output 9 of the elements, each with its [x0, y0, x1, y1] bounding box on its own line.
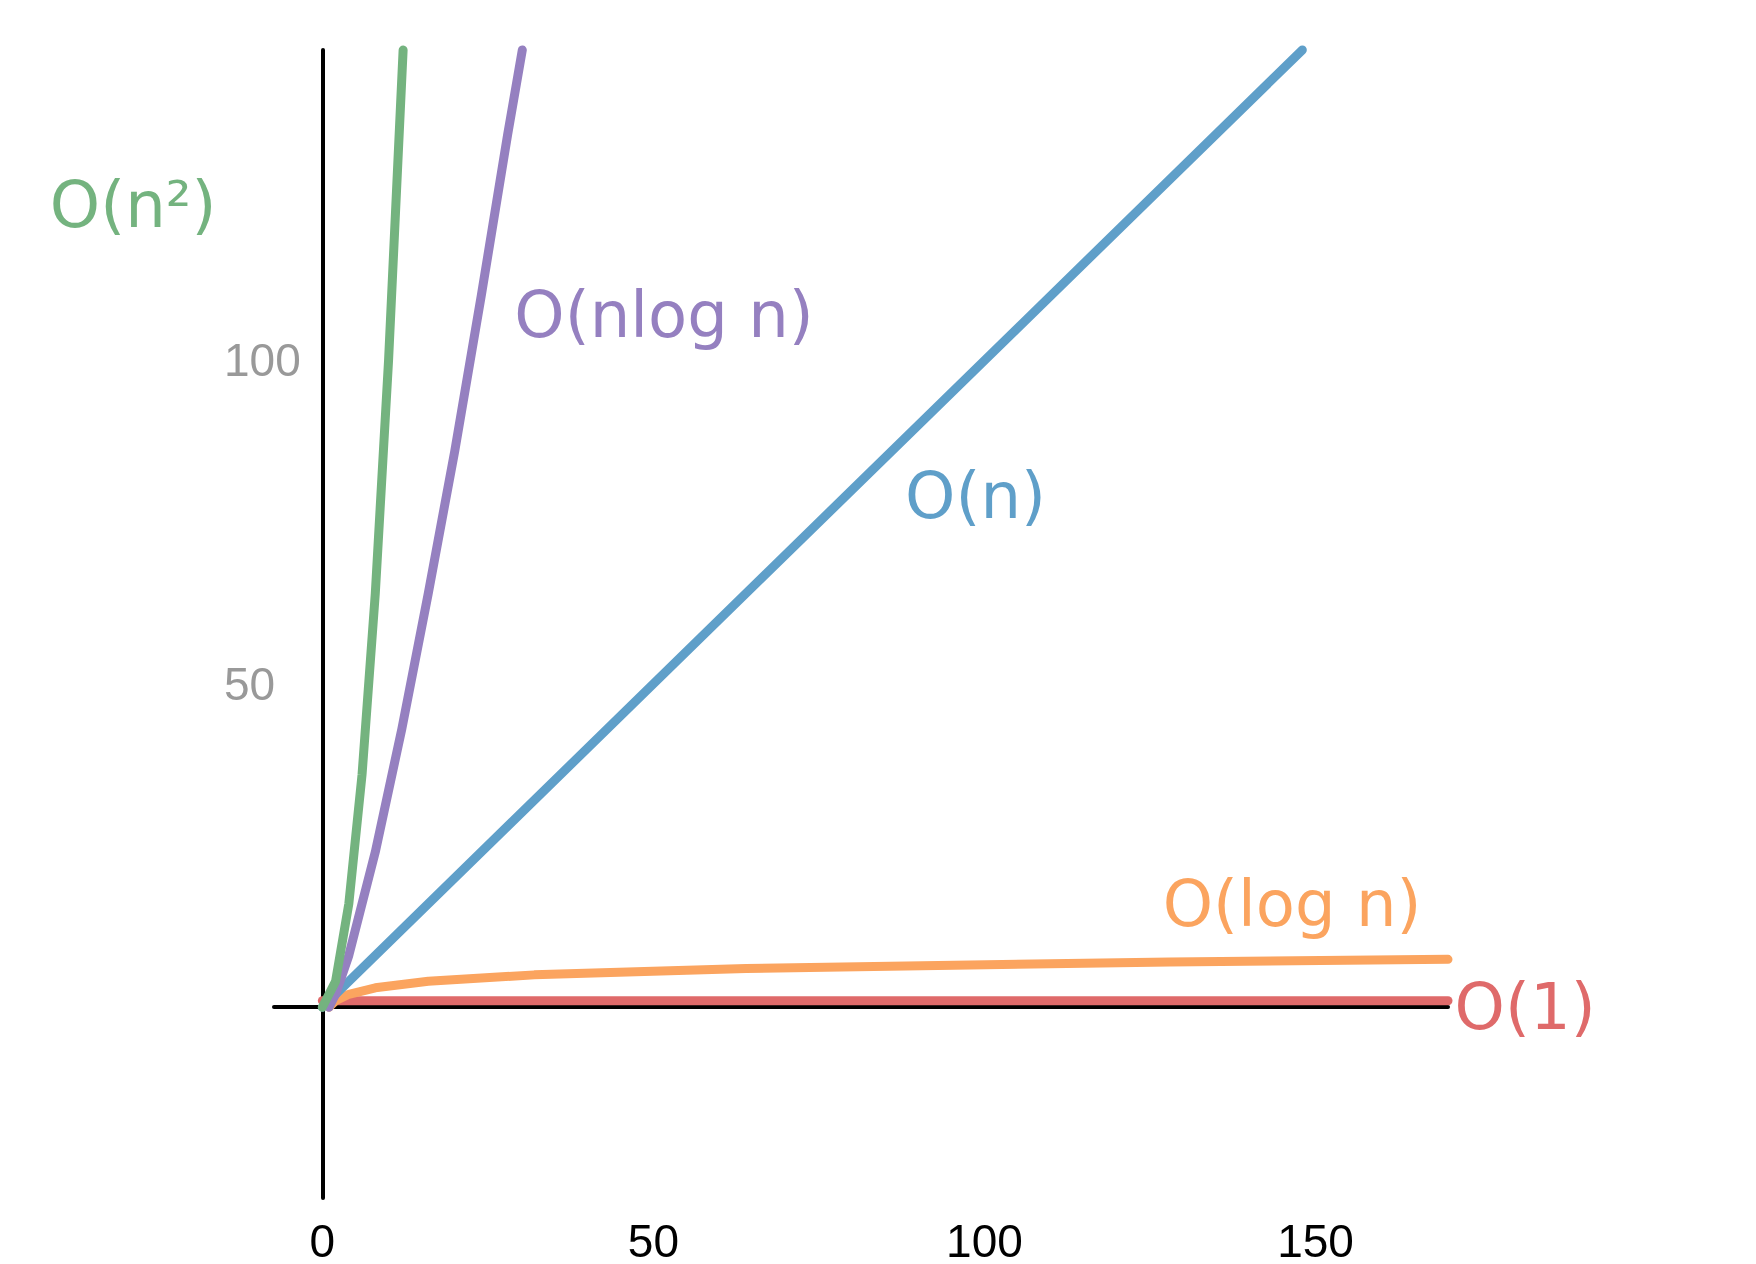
- x-tick-label: 50: [627, 1215, 679, 1264]
- series-label: O(log n): [1162, 866, 1422, 941]
- x-tick-label: 0: [309, 1215, 336, 1264]
- x-tick-label: 150: [1277, 1215, 1354, 1264]
- series-label: O(nlog n): [514, 278, 814, 353]
- text: O(n²): [49, 168, 217, 243]
- series-label: O(n): [905, 459, 1046, 534]
- x-tick-label: 100: [946, 1215, 1023, 1264]
- series-label: O(1): [1454, 970, 1596, 1045]
